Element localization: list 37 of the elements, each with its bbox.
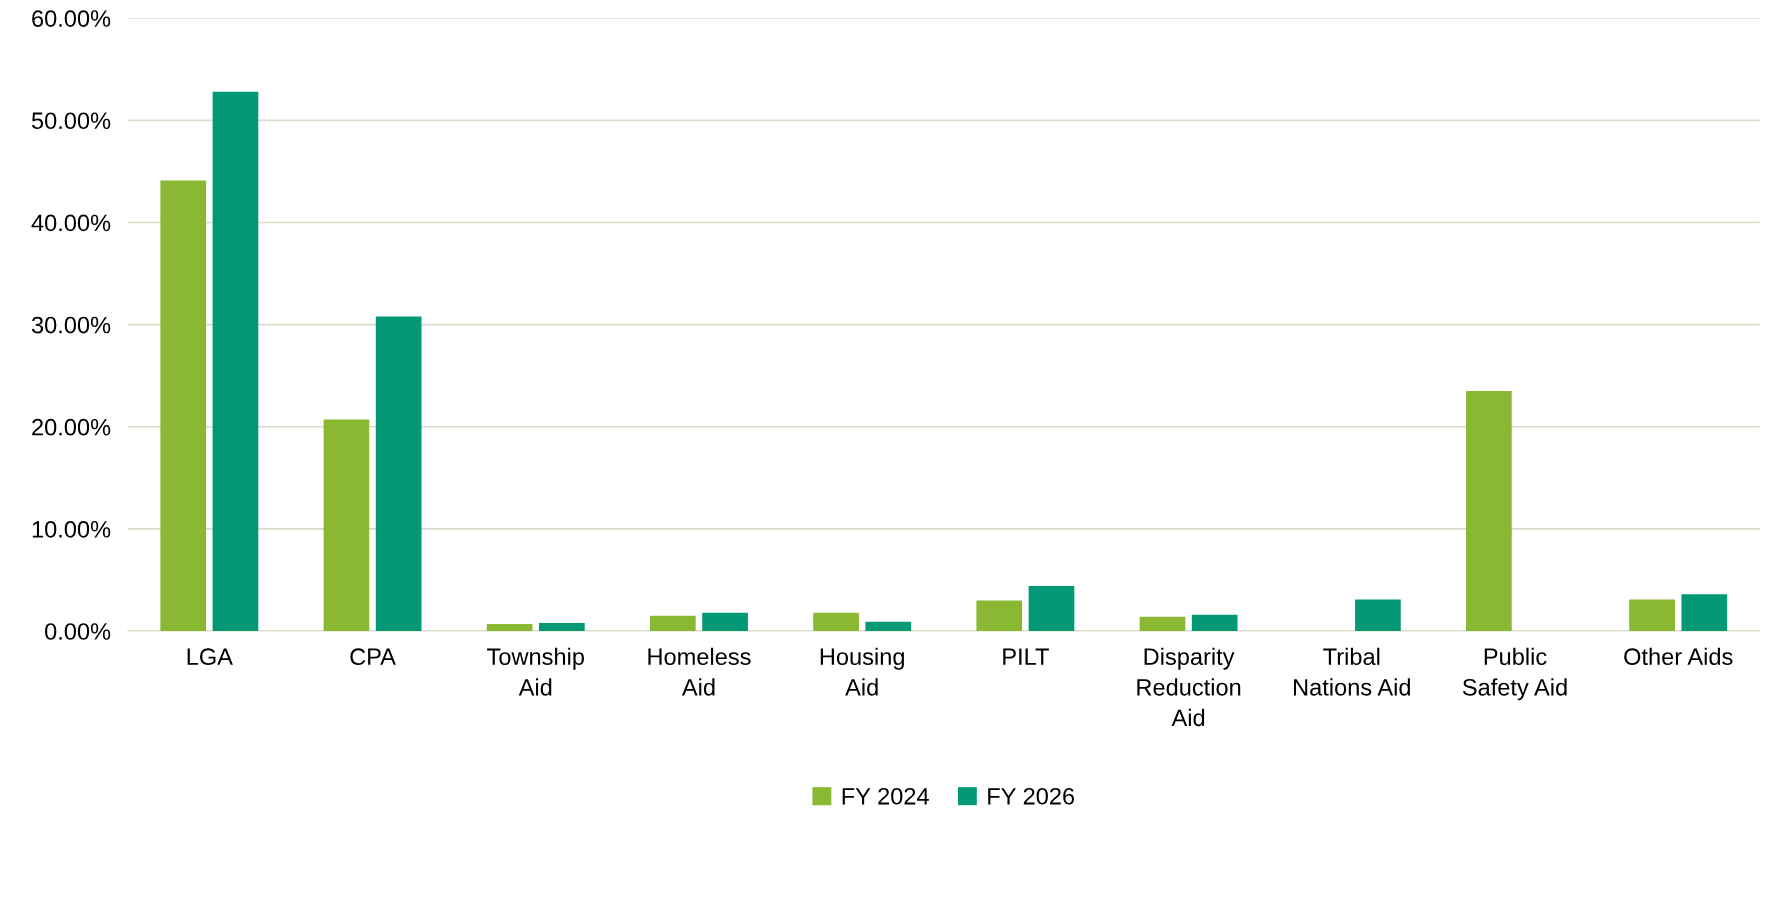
legend-label: FY 2026: [988, 787, 1075, 805]
bar: [323, 419, 370, 632]
bar: [212, 91, 259, 632]
x-tick-label: Public Safety Aid: [1462, 647, 1567, 701]
bar: [539, 622, 585, 632]
bar: [1191, 614, 1238, 632]
bar: [702, 612, 748, 632]
bar: [160, 180, 207, 632]
y-tick-label: 10.00%: [32, 520, 111, 538]
x-tick-label: Homeless Aid: [648, 647, 751, 696]
y-tick-label: 40.00%: [31, 214, 111, 232]
bar: [1629, 599, 1675, 632]
bar: [649, 615, 696, 632]
bar: [1139, 616, 1186, 632]
x-tick-label: Housing Aid: [820, 647, 904, 696]
x-tick-label: Township Aid: [487, 647, 584, 696]
y-tick-label: 0.00%: [45, 623, 111, 640]
x-tick-label: Tribal Nations Aid: [1294, 647, 1410, 696]
x-tick-label: Disparity Reduction Aid: [1137, 647, 1241, 727]
y-tick-label: 60.00%: [32, 10, 111, 27]
x-tick-label: Other Aids: [1624, 647, 1733, 666]
bar: [1355, 599, 1401, 632]
bar: [865, 621, 912, 632]
y-tick-label: 30.00%: [31, 316, 111, 334]
bar: [813, 612, 859, 632]
x-tick-label: PILT: [1003, 648, 1049, 665]
bar: [1681, 594, 1728, 632]
x-tick-label: CPA: [350, 648, 396, 666]
legend-label: FY 2024: [842, 787, 929, 805]
y-tick-label: 50.00%: [31, 112, 111, 130]
y-tick-label: 20.00%: [32, 418, 111, 436]
x-tick-label: LGA: [187, 648, 233, 666]
bar: [1466, 391, 1512, 632]
bar: [976, 600, 1023, 632]
bar: [1028, 586, 1075, 632]
bar: [375, 316, 422, 632]
bar: [486, 623, 533, 632]
